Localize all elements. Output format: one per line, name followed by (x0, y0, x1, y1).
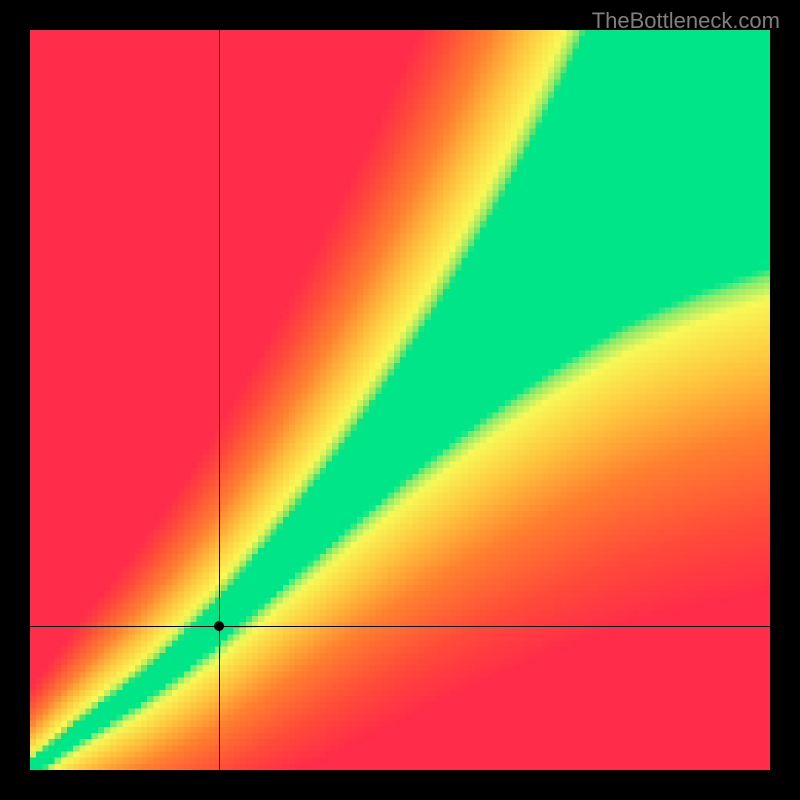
bottleneck-heatmap-plot (30, 30, 770, 770)
heatmap-canvas (30, 30, 770, 770)
crosshair-vertical (219, 30, 220, 770)
marker-dot (214, 621, 224, 631)
crosshair-horizontal (30, 626, 770, 627)
watermark-text: TheBottleneck.com (592, 8, 780, 34)
